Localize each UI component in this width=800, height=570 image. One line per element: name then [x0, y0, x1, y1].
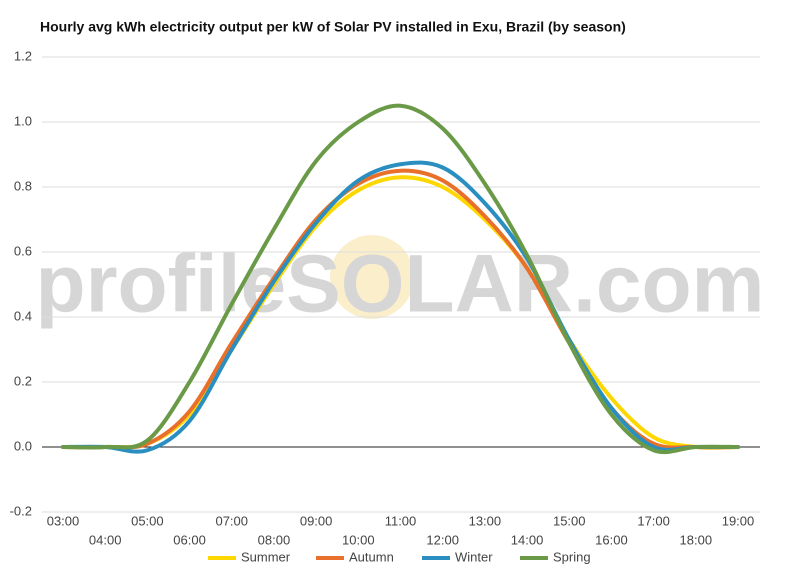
watermark-sun — [330, 235, 414, 319]
y-tick-label: 0.0 — [14, 438, 32, 453]
x-tick-label: 13:00 — [469, 513, 502, 528]
legend-label: Summer — [241, 549, 291, 564]
x-axis: -0.2 0.0 0.2 0.4 0.6 0.8 1.0 1.2 03:00 04:00 05:00… — [10, 48, 755, 547]
legend-label: Winter — [455, 549, 493, 564]
x-tick-label: 18:00 — [680, 532, 713, 547]
x-tick-label: 05:00 — [131, 513, 164, 528]
y-tick-label: 0.6 — [14, 243, 32, 258]
x-tick-label: 08:00 — [258, 532, 291, 547]
x-tick-label: 10:00 — [342, 532, 375, 547]
y-tick-label: -0.2 — [10, 503, 32, 518]
legend-label: Spring — [553, 549, 591, 564]
grid — [42, 56, 760, 513]
x-tick-label: 17:00 — [637, 513, 670, 528]
x-tick-label: 12:00 — [426, 532, 459, 547]
legend-label: Autumn — [349, 549, 394, 564]
y-tick-label: 1.0 — [14, 113, 32, 128]
x-tick-label: 03:00 — [47, 513, 80, 528]
x-tick-label: 14:00 — [511, 532, 544, 547]
x-tick-label: 07:00 — [215, 513, 248, 528]
y-tick-label: 1.2 — [14, 48, 32, 63]
series-line — [61, 160, 740, 454]
y-tick-label: 0.8 — [14, 178, 32, 193]
x-tick-label: 11:00 — [385, 513, 417, 528]
legend: Summer Autumn Winter Spring — [208, 549, 591, 564]
x-tick-label: 19:00 — [722, 513, 755, 528]
x-tick-label: 16:00 — [595, 532, 628, 547]
y-tick-label: 0.2 — [14, 373, 32, 388]
x-tick-label: 06:00 — [173, 532, 206, 547]
x-tick-label: 04:00 — [89, 532, 122, 547]
x-tick-label: 09:00 — [300, 513, 333, 528]
plot — [61, 103, 740, 455]
watermark: profileSOLAR.com — [36, 239, 765, 330]
chart-title: Hourly avg kWh electricity output per kW… — [40, 19, 626, 35]
x-tick-label: 15:00 — [553, 513, 586, 528]
series-line — [61, 103, 740, 455]
y-tick-label: 0.4 — [14, 308, 32, 323]
